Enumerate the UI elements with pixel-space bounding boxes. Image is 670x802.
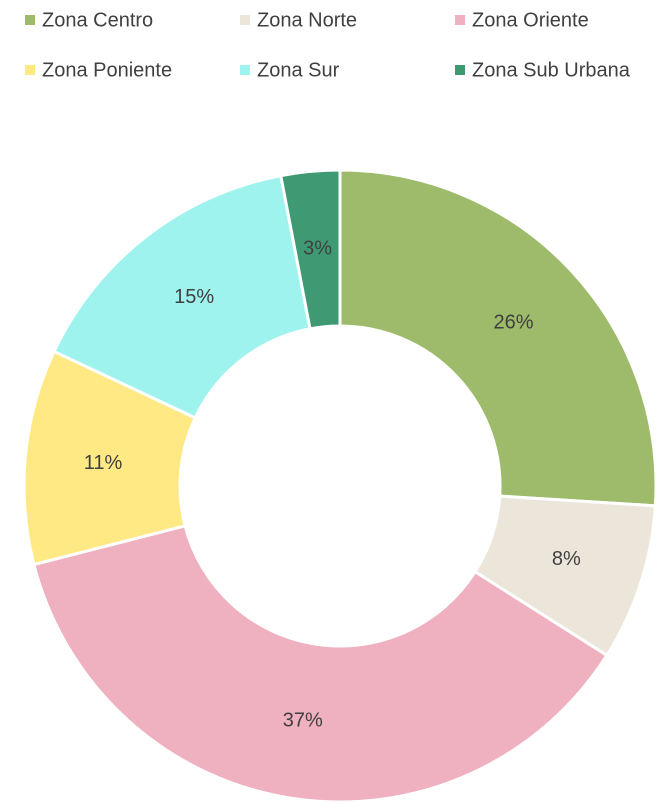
legend-label: Zona Sur [257, 59, 340, 81]
legend-swatch [240, 65, 250, 75]
legend-swatch [455, 65, 465, 75]
donut-slice [279, 168, 342, 331]
donut-slice [52, 173, 312, 420]
data-label: 15% [174, 286, 214, 308]
data-label: 37% [283, 709, 323, 731]
legend-label: Zona Norte [257, 9, 357, 31]
donut-slice [32, 523, 609, 802]
legend-swatch [25, 65, 35, 75]
donut-slice [338, 168, 658, 508]
legend-label: Zona Oriente [472, 9, 589, 31]
data-label: 11% [84, 452, 123, 474]
data-label: 8% [552, 548, 581, 570]
legend-swatch [25, 15, 35, 25]
legend-label: Zona Sub Urbana [472, 59, 631, 81]
legend-swatch [240, 15, 250, 25]
legend-swatch [455, 15, 465, 25]
data-label: 3% [303, 237, 332, 259]
data-label: 26% [493, 311, 533, 333]
legend-label: Zona Poniente [42, 59, 172, 81]
legend-label: Zona Centro [42, 9, 153, 31]
